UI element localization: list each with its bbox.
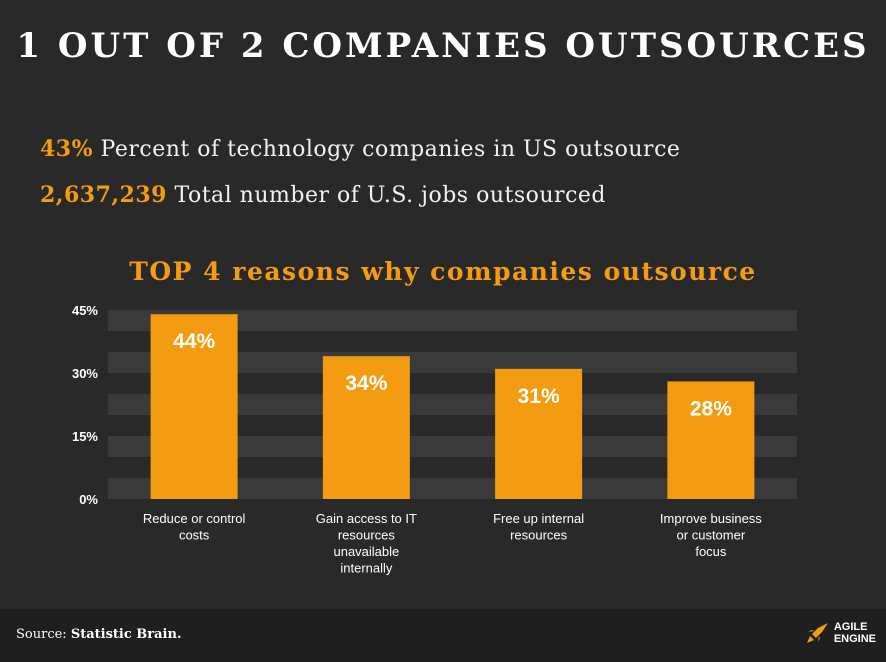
stat-value: 43%: [40, 136, 94, 162]
x-tick-label: Reduce or control: [143, 511, 246, 526]
logo-text-top: AGILE: [833, 621, 868, 633]
bar-chart: 0% 15% 30% 45% 44% Reduce or control costs 34% G…: [72, 303, 797, 576]
rocket-icon: [806, 623, 828, 643]
grid-band: [108, 310, 797, 331]
x-tick-label: or customer: [677, 528, 746, 543]
stat-text: Percent of technology companies in US ou…: [100, 137, 681, 162]
stat-value: 2,637,239: [40, 182, 167, 208]
x-tick-label: Free up internal: [493, 511, 584, 526]
x-tick-label: internally: [340, 561, 393, 576]
y-tick-label: 0%: [79, 492, 98, 507]
stat-text: Total number of U.S. jobs outsourced: [174, 183, 606, 208]
data-label: 28%: [690, 397, 732, 420]
x-tick-label: unavailable: [333, 544, 399, 559]
x-tick-label: resources: [510, 528, 568, 543]
stat-outsource-percent: 43% Percent of technology companies in U…: [40, 136, 680, 162]
source-prefix: Source:: [16, 627, 67, 642]
grid-band: [108, 352, 797, 373]
x-tick-label: resources: [338, 528, 396, 543]
y-tick-label: 30%: [72, 366, 98, 381]
x-tick-label: costs: [179, 528, 210, 543]
stat-jobs-outsourced: 2,637,239 Total number of U.S. jobs outs…: [40, 182, 606, 208]
x-tick-label: Gain access to IT: [316, 511, 417, 526]
grid-band: [108, 478, 797, 499]
bar: [495, 368, 583, 499]
y-tick-label: 15%: [72, 429, 98, 444]
agile-engine-logo: AGILE ENGINE: [806, 621, 876, 645]
x-tick-label: Improve business: [660, 511, 762, 526]
logo-text-bottom: ENGINE: [833, 633, 876, 645]
source-note: Source: Statistic Brain.: [16, 627, 181, 642]
source-name: Statistic Brain.: [70, 627, 182, 642]
data-label: 31%: [518, 385, 560, 408]
bar: [150, 314, 238, 499]
y-tick-label: 45%: [72, 303, 98, 318]
grid-band: [108, 394, 797, 415]
page-title: 1 OUT OF 2 COMPANIES OUTSOURCES: [16, 26, 870, 66]
footer: Source: Statistic Brain. AGILE ENGINE: [0, 609, 886, 662]
chart-title: TOP 4 reasons why companies outsource: [129, 257, 757, 286]
bar: [322, 356, 410, 499]
grid-band: [108, 436, 797, 457]
data-label: 44%: [173, 330, 215, 353]
bar: [667, 381, 755, 499]
x-tick-label: focus: [695, 544, 727, 559]
data-label: 34%: [345, 372, 387, 395]
